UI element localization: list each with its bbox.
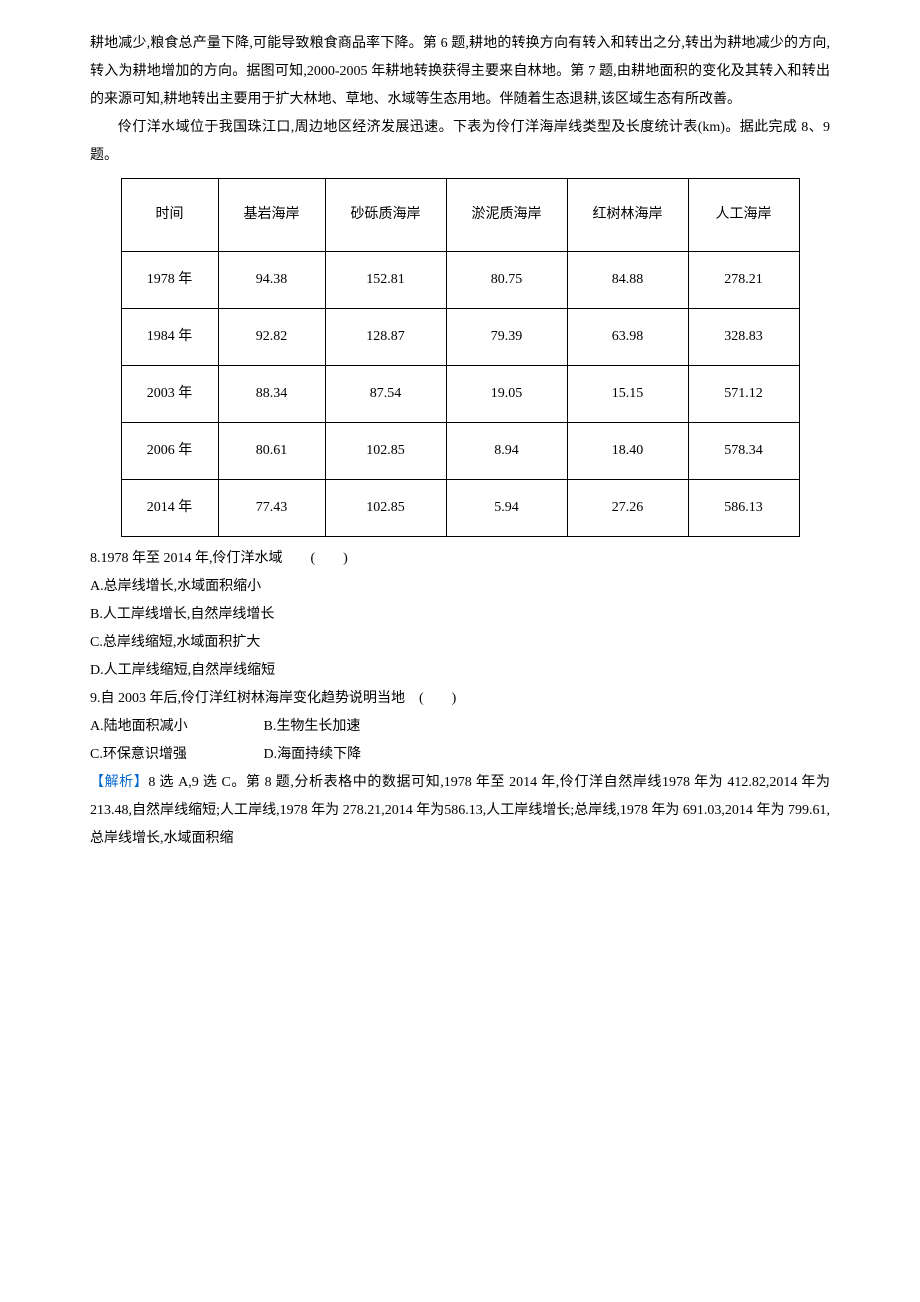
table-cell: 128.87 [325, 309, 446, 366]
table-cell: 27.26 [567, 480, 688, 537]
table-cell: 92.82 [218, 309, 325, 366]
table-cell: 278.21 [688, 252, 799, 309]
table-header-row: 时间 基岩海岸 砂砾质海岸 淤泥质海岸 红树林海岸 人工海岸 [121, 179, 799, 252]
question-9-options-cd: C.环保意识增强 D.海面持续下降 [90, 741, 830, 769]
table-cell: 2003 年 [121, 366, 218, 423]
table-cell: 5.94 [446, 480, 567, 537]
table-cell: 94.38 [218, 252, 325, 309]
table-cell: 18.40 [567, 423, 688, 480]
question-8-option-b: B.人工岸线增长,自然岸线增长 [90, 601, 830, 629]
table-header-cell: 红树林海岸 [567, 179, 688, 252]
question-9-option-d: D.海面持续下降 [264, 741, 362, 769]
table-cell: 328.83 [688, 309, 799, 366]
table-cell: 586.13 [688, 480, 799, 537]
table-cell: 1984 年 [121, 309, 218, 366]
analysis-text: 8 选 A,9 选 C。第 8 题,分析表格中的数据可知,1978 年至 201… [90, 775, 830, 846]
table-row: 2014 年 77.43 102.85 5.94 27.26 586.13 [121, 480, 799, 537]
table-cell: 102.85 [325, 423, 446, 480]
question-9-option-a: A.陆地面积减小 [90, 713, 260, 741]
table-header-cell: 淤泥质海岸 [446, 179, 567, 252]
question-8-option-a: A.总岸线增长,水域面积缩小 [90, 573, 830, 601]
table-cell: 77.43 [218, 480, 325, 537]
question-9-option-b: B.生物生长加速 [264, 713, 361, 741]
table-cell: 84.88 [567, 252, 688, 309]
table-cell: 2006 年 [121, 423, 218, 480]
table-row: 1984 年 92.82 128.87 79.39 63.98 328.83 [121, 309, 799, 366]
question-8-option-d: D.人工岸线缩短,自然岸线缩短 [90, 657, 830, 685]
table-cell: 2014 年 [121, 480, 218, 537]
table-header-cell: 基岩海岸 [218, 179, 325, 252]
table-cell: 88.34 [218, 366, 325, 423]
table-cell: 102.85 [325, 480, 446, 537]
table-cell: 80.61 [218, 423, 325, 480]
paragraph-intro: 伶仃洋水域位于我国珠江口,周边地区经济发展迅速。下表为伶仃洋海岸线类型及长度统计… [90, 114, 830, 170]
table-cell: 1978 年 [121, 252, 218, 309]
question-9-stem: 9.自 2003 年后,伶仃洋红树林海岸变化趋势说明当地 ( ) [90, 685, 830, 713]
coastline-table: 时间 基岩海岸 砂砾质海岸 淤泥质海岸 红树林海岸 人工海岸 1978 年 94… [121, 178, 800, 537]
table-header-cell: 时间 [121, 179, 218, 252]
paragraph-continuation: 耕地减少,粮食总产量下降,可能导致粮食商品率下降。第 6 题,耕地的转换方向有转… [90, 30, 830, 114]
table-cell: 80.75 [446, 252, 567, 309]
table-cell: 8.94 [446, 423, 567, 480]
question-8-stem: 8.1978 年至 2014 年,伶仃洋水域 ( ) [90, 545, 830, 573]
table-header-cell: 砂砾质海岸 [325, 179, 446, 252]
table-header-cell: 人工海岸 [688, 179, 799, 252]
table-cell: 15.15 [567, 366, 688, 423]
table-cell: 79.39 [446, 309, 567, 366]
question-9-options-ab: A.陆地面积减小 B.生物生长加速 [90, 713, 830, 741]
analysis-prefix: 【解析】 [90, 775, 148, 790]
document-page: 耕地减少,粮食总产量下降,可能导致粮食商品率下降。第 6 题,耕地的转换方向有转… [0, 0, 920, 1302]
table-cell: 19.05 [446, 366, 567, 423]
question-9-option-c: C.环保意识增强 [90, 741, 260, 769]
table-cell: 87.54 [325, 366, 446, 423]
table-row: 2006 年 80.61 102.85 8.94 18.40 578.34 [121, 423, 799, 480]
table-cell: 578.34 [688, 423, 799, 480]
table-row: 1978 年 94.38 152.81 80.75 84.88 278.21 [121, 252, 799, 309]
question-8-option-c: C.总岸线缩短,水域面积扩大 [90, 629, 830, 657]
table-cell: 152.81 [325, 252, 446, 309]
table-row: 2003 年 88.34 87.54 19.05 15.15 571.12 [121, 366, 799, 423]
table-cell: 63.98 [567, 309, 688, 366]
table-cell: 571.12 [688, 366, 799, 423]
analysis-paragraph: 【解析】8 选 A,9 选 C。第 8 题,分析表格中的数据可知,1978 年至… [90, 769, 830, 853]
